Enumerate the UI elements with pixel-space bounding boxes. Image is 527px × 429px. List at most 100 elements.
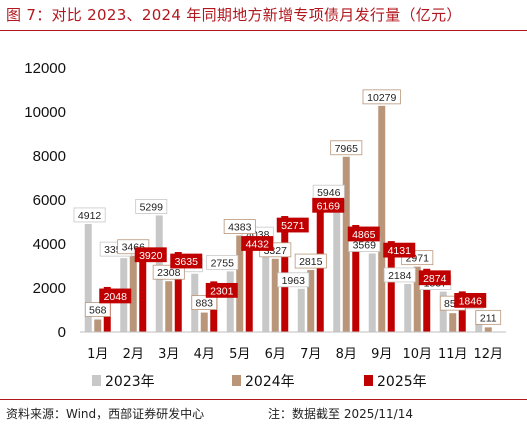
data-label: 883: [195, 298, 213, 310]
data-label: 2308: [157, 267, 181, 279]
x-axis: 1月 2月 3月 4月 5月 6月 7月 8月 9月 10月 11月 12月: [80, 331, 506, 362]
x-tick-label: 6月: [265, 347, 286, 362]
bar-2024年-1月: [94, 319, 102, 332]
data-label-box: [454, 292, 487, 308]
data-label-box: [73, 207, 106, 223]
data-label-box: [241, 236, 274, 251]
data-label: 1846: [459, 295, 483, 307]
bar-2023年-11月: [439, 291, 447, 332]
data-label-box: [312, 197, 345, 213]
legend-label-2023年: 2023年: [105, 374, 155, 390]
y-tick-label: 2000: [33, 280, 66, 297]
bar-2024年-11月: [449, 313, 457, 332]
legend-swatch-2025年: [364, 375, 373, 386]
data-label-box: [206, 254, 239, 270]
bar-2023年-8月: [333, 201, 341, 332]
legend-swatch-2024年: [232, 375, 241, 386]
legend-swatch-2023年: [92, 375, 101, 386]
data-label: 6169: [317, 200, 341, 212]
y-axis: 0 2000 4000 6000 8000 10000 12000: [24, 60, 66, 341]
bar-2023年-7月: [297, 288, 305, 332]
bar-2024年-12月: [484, 327, 492, 332]
x-tick-label: 12月: [473, 347, 503, 362]
bar-2025年-2月: [139, 245, 147, 332]
data-label-box: [134, 247, 167, 263]
x-tick-label: 1月: [87, 347, 108, 362]
data-label-box: [276, 217, 309, 233]
data-label: 211: [480, 312, 497, 324]
data-label-box: [205, 282, 238, 298]
data-label: 2815: [299, 256, 323, 268]
data-label-box: [152, 264, 185, 280]
bar-2024年-2月: [129, 255, 137, 332]
x-tick-label: 10月: [402, 347, 432, 362]
bar-2024年-8月: [342, 156, 350, 332]
x-tick-label: 11月: [438, 347, 468, 362]
bar-chart: 0 2000 4000 6000 8000 10000 12000 1月 2月 3月 4月 5月 6月…: [24, 60, 506, 390]
data-label: 3635: [175, 256, 199, 268]
data-labels: 4912335852992648275540381963594635692184…: [73, 89, 502, 325]
data-label: 4912: [78, 210, 102, 222]
legend-label-2025年: 2025年: [377, 374, 427, 390]
bar-2023年-1月: [84, 223, 92, 332]
data-label: 5271: [281, 220, 305, 232]
data-label: 1963: [282, 275, 306, 287]
bar-2024年-5月: [236, 235, 244, 332]
x-tick-label: 8月: [336, 347, 357, 362]
data-label-box: [277, 272, 310, 288]
data-label-box: [294, 253, 327, 269]
data-label: 2874: [423, 273, 447, 285]
data-label-box: [223, 219, 256, 234]
date-note: 注：数据截至 2025/11/14: [268, 407, 413, 421]
y-tick-label: 0: [58, 324, 66, 341]
data-label: 5946: [317, 187, 341, 199]
y-tick-label: 8000: [33, 148, 66, 165]
bar-2024年-9月: [378, 105, 386, 332]
y-tick-label: 4000: [33, 236, 66, 253]
bar-2025年-3月: [174, 252, 182, 332]
bar-2025年-5月: [245, 234, 253, 332]
data-label-box: [330, 140, 363, 156]
data-label: 5299: [140, 201, 164, 213]
data-label-box: [475, 309, 502, 325]
bar-2023年-6月: [262, 243, 270, 332]
y-tick-label: 6000: [33, 192, 66, 209]
bar-2023年-9月: [368, 253, 376, 332]
bar-2024年-6月: [271, 258, 279, 332]
data-label: 4432: [246, 238, 270, 250]
bar-2025年-8月: [352, 224, 360, 332]
bar-2023年-5月: [226, 271, 234, 332]
figure-title: 图 7：对比 2023、2024 年同期地方新增专项债月发行量（亿元）: [6, 6, 462, 24]
bar-2023年-10月: [404, 283, 412, 332]
data-label: 3569: [353, 239, 377, 251]
x-tick-label: 3月: [158, 347, 179, 362]
data-label: 7965: [335, 143, 359, 155]
data-label-box: [84, 302, 111, 317]
data-label-box: [362, 89, 401, 105]
bar-2024年-10月: [413, 266, 421, 332]
data-label-box: [383, 267, 416, 283]
data-label: 568: [89, 305, 107, 317]
data-label: 3920: [139, 250, 163, 262]
x-tick-label: 9月: [371, 347, 392, 362]
data-label: 4131: [388, 245, 412, 257]
x-tick-label: 4月: [194, 347, 215, 362]
x-tick-label: 7月: [300, 347, 321, 362]
data-label: 10279: [367, 92, 396, 104]
y-tick-label: 10000: [24, 104, 66, 121]
data-label-box: [418, 270, 451, 286]
y-tick-label: 12000: [24, 60, 66, 77]
data-label: 4865: [352, 229, 376, 241]
data-label: 2048: [104, 291, 128, 303]
bar-2024年-7月: [307, 270, 315, 332]
data-label: 2755: [211, 257, 235, 269]
bar-2025年-10月: [423, 268, 431, 332]
data-label-box: [135, 199, 168, 214]
data-label: 4383: [228, 222, 252, 234]
data-label-box: [170, 253, 203, 269]
data-label-box: [347, 226, 380, 242]
legend: 2023年 2024年 2025年: [92, 374, 427, 390]
bar-2024年-3月: [165, 281, 173, 332]
x-tick-label: 2月: [123, 347, 144, 362]
bar-2024年-4月: [200, 312, 208, 332]
